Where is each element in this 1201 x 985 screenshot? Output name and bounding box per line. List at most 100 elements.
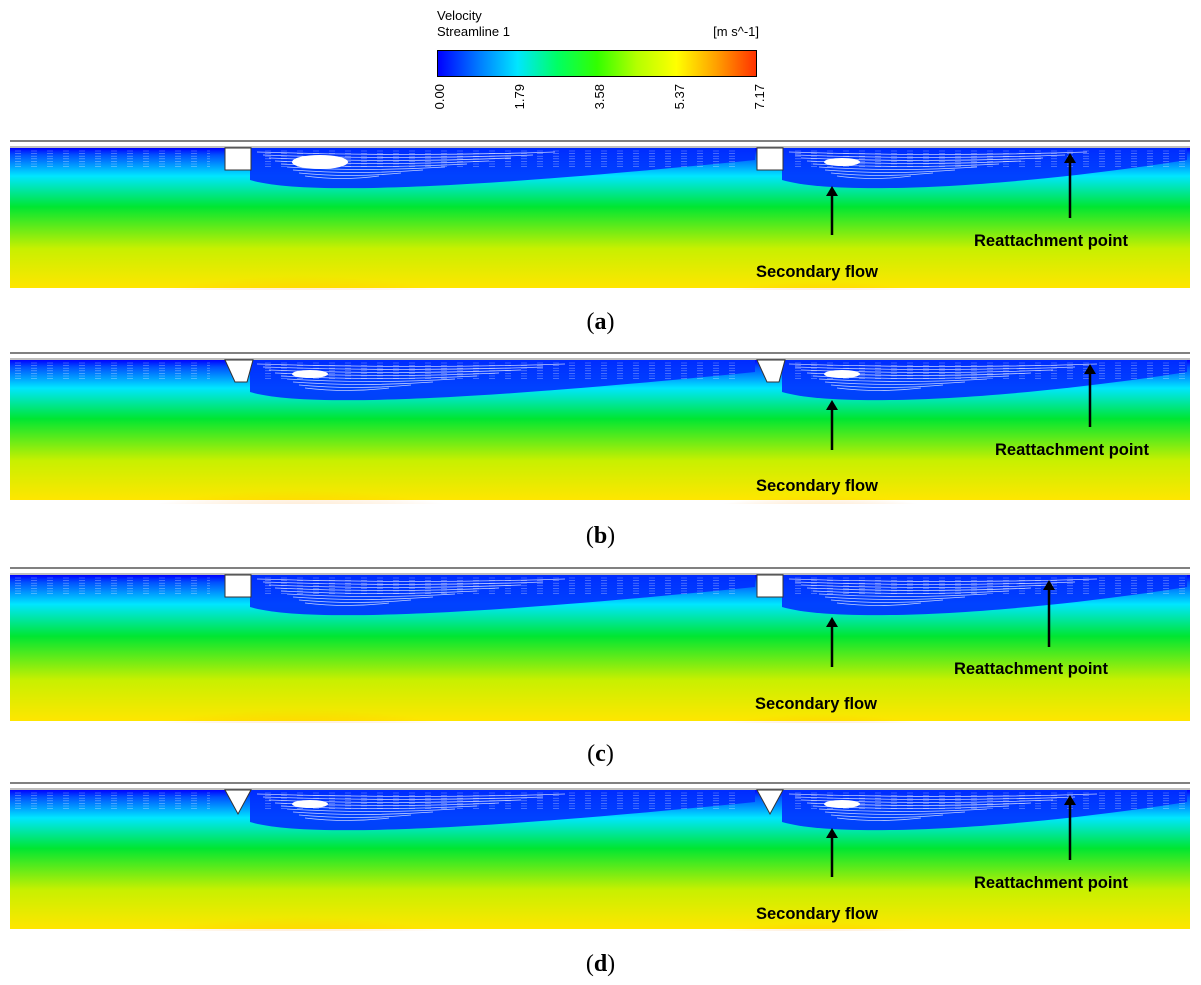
legend-subtitle: Streamline 1 <box>437 24 510 39</box>
streamline <box>286 593 456 597</box>
reattachment-arrow-head <box>1064 795 1076 805</box>
flow-field-svg <box>10 352 1190 504</box>
streamline <box>262 154 534 158</box>
high-velocity-zone <box>80 434 520 504</box>
streamline <box>262 796 544 800</box>
weir <box>224 147 252 171</box>
high-velocity-zone <box>80 653 520 723</box>
secondary-flow-arrow-head <box>826 186 838 196</box>
reattachment-arrow-head <box>1064 153 1076 163</box>
secondary-flow-label: Secondary flow <box>756 905 878 923</box>
secondary-flow-label: Secondary flow <box>756 263 878 281</box>
streamline <box>256 578 566 582</box>
streamline <box>298 172 402 176</box>
eddy-core <box>824 158 860 166</box>
high-velocity-zone <box>670 459 970 504</box>
recirculation-zone <box>250 360 755 401</box>
recirculation-zone <box>250 575 755 616</box>
legend-unit: [m s^-1] <box>713 24 759 39</box>
caption-b: (b) <box>585 523 616 549</box>
streamline <box>256 793 566 797</box>
streamline <box>274 587 500 591</box>
eddy-core <box>292 370 328 378</box>
secondary-flow-arrow-head <box>826 828 838 838</box>
weir <box>224 574 252 598</box>
weir <box>224 359 254 383</box>
eddy-core <box>824 370 860 378</box>
streamline <box>256 151 556 155</box>
high-velocity-zone <box>670 245 970 290</box>
streamline <box>812 590 1010 594</box>
legend-tick-label: 7.17 <box>752 84 767 110</box>
streamline <box>830 599 944 603</box>
reattachment-point-label: Reattachment point <box>974 874 1129 892</box>
streamline <box>262 581 544 585</box>
streamline <box>298 814 412 818</box>
streamline <box>286 378 456 382</box>
streamline <box>292 811 434 815</box>
streamline <box>830 172 934 176</box>
streamline <box>268 584 522 588</box>
streamline <box>794 366 1076 370</box>
streamline <box>800 584 1054 588</box>
streamline <box>304 602 390 606</box>
secondary-flow-arrow-head <box>826 400 838 410</box>
streamline <box>794 581 1076 585</box>
weir <box>756 789 784 816</box>
recirculation-zone <box>250 148 755 189</box>
legend-tick-label: 5.37 <box>672 84 687 110</box>
flow-field-svg <box>10 567 1190 723</box>
legend-tick-label: 0.00 <box>432 84 447 110</box>
legend-tick-label: 1.79 <box>512 84 527 110</box>
flow-field-svg <box>10 782 1190 931</box>
velocity-colorbar <box>437 50 757 77</box>
high-velocity-zone <box>80 861 520 931</box>
streamline <box>788 793 1098 797</box>
streamline <box>794 154 1066 158</box>
recirculation-zone <box>250 790 755 831</box>
streamline <box>836 387 922 391</box>
streamline <box>304 175 380 179</box>
streamline <box>818 378 988 382</box>
weir <box>756 147 784 171</box>
velocity-contour-panel-a: Secondary flow Reattachment point <box>10 140 1190 290</box>
streamline <box>836 175 912 179</box>
streamline <box>286 166 446 170</box>
streamline <box>788 151 1088 155</box>
caption-c: (c) <box>587 741 614 767</box>
streamline <box>262 366 544 370</box>
eddy-core <box>292 155 348 169</box>
velocity-contour-panel-b: Secondary flow Reattachment point <box>10 352 1190 504</box>
weir <box>224 789 252 816</box>
streamline <box>824 596 966 600</box>
streamline <box>292 596 434 600</box>
weir <box>756 574 784 598</box>
streamline <box>794 796 1076 800</box>
reattachment-point-label: Reattachment point <box>954 660 1109 678</box>
streamline <box>256 363 566 367</box>
velocity-contour-panel-c: Secondary flow Reattachment point <box>10 567 1190 723</box>
streamline <box>824 169 956 173</box>
streamline <box>788 578 1098 582</box>
streamline <box>818 593 988 597</box>
streamline <box>292 381 434 385</box>
streamline <box>304 387 390 391</box>
streamline <box>824 811 966 815</box>
secondary-flow-arrow-head <box>826 617 838 627</box>
streamline <box>304 817 390 821</box>
streamline <box>836 817 922 821</box>
velocity-contour-panel-d: Secondary flow Reattachment point <box>10 782 1190 931</box>
streamline <box>836 602 922 606</box>
streamline <box>818 808 988 812</box>
secondary-flow-label: Secondary flow <box>756 477 878 495</box>
streamline <box>286 808 456 812</box>
streamline <box>818 166 978 170</box>
streamline <box>806 587 1032 591</box>
weir <box>756 359 786 383</box>
streamline <box>830 814 944 818</box>
streamline <box>830 384 944 388</box>
streamline <box>280 590 478 594</box>
caption-d: (d) <box>585 951 616 977</box>
reattachment-point-label: Reattachment point <box>974 232 1129 250</box>
legend-title: Velocity <box>437 8 482 23</box>
